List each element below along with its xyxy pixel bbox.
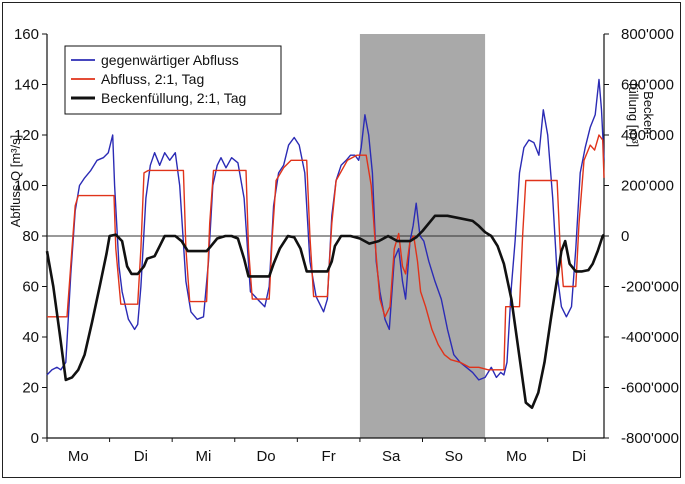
x-axis-tick-label: Sa bbox=[382, 448, 401, 465]
left-axis-tick-label: 140 bbox=[14, 77, 39, 94]
right-axis-tick-label: 600'000 bbox=[621, 77, 674, 94]
x-axis-tick-label: Do bbox=[256, 448, 275, 465]
x-axis-tick-label: So bbox=[445, 448, 463, 465]
right-axis-tick-label: -800'000 bbox=[621, 430, 679, 447]
series-line-1 bbox=[46, 78, 605, 381]
legend-box bbox=[64, 45, 282, 115]
legend: gegenwärtiger Abfluss Abfluss, 2:1, Tag Be… bbox=[64, 45, 282, 115]
series-layer bbox=[45, 78, 605, 410]
right-axis-tick-label: 200'000 bbox=[621, 178, 674, 195]
right-axis-tick-label: 400'000 bbox=[621, 127, 674, 144]
x-axis-tick-label: Mi bbox=[196, 448, 212, 465]
series-line-2 bbox=[47, 134, 605, 371]
series-line-3 bbox=[45, 214, 605, 410]
chart-frame: 0 20 40 60 80 100 120 140 160 -800'000 -600'000 -40… bbox=[2, 2, 681, 478]
left-axis-tick-label: 0 bbox=[31, 430, 39, 447]
legend-label-1: gegenwärtiger Abfluss bbox=[101, 52, 239, 68]
discharge-chart: 0 20 40 60 80 100 120 140 160 -800'000 -600'000 -40… bbox=[8, 26, 679, 465]
x-axis-tick-label: Di bbox=[572, 448, 586, 465]
left-axis-tick-label: 100 bbox=[14, 178, 39, 195]
left-axis-tick-label: 80 bbox=[22, 228, 39, 245]
right-axis-tick-label: -400'000 bbox=[621, 329, 679, 346]
right-axis-tick-label: -200'000 bbox=[621, 279, 679, 296]
right-axis-tick-label: 0 bbox=[621, 228, 629, 245]
legend-label-3: Beckenfüllung, 2:1, Tag bbox=[101, 90, 246, 106]
x-axis-tick-label: Fr bbox=[322, 448, 336, 465]
x-axis-tick-label: Mo bbox=[506, 448, 527, 465]
right-axis-title-line1: Becken- bbox=[641, 91, 656, 139]
left-axis-tick-label: 60 bbox=[22, 279, 39, 296]
left-axis-tick-label: 120 bbox=[14, 127, 39, 144]
legend-label-2: Abfluss, 2:1, Tag bbox=[101, 71, 204, 87]
x-axis-tick-label: Mo bbox=[68, 448, 89, 465]
left-axis-tick-label: 20 bbox=[22, 380, 39, 397]
axes-layer: 0 20 40 60 80 100 120 140 160 -800'000 -600'000 -40… bbox=[8, 26, 679, 465]
left-axis-tick-label: 160 bbox=[14, 26, 39, 43]
right-axis-title-line2: füllung [m³] bbox=[626, 83, 641, 147]
left-axis-title: Abfluss Q [m³/s] bbox=[8, 135, 23, 227]
left-axis-tick-label: 40 bbox=[22, 329, 39, 346]
x-axis-tick-label: Di bbox=[134, 448, 148, 465]
right-axis-tick-label: -600'000 bbox=[621, 380, 679, 397]
right-axis-tick-label: 800'000 bbox=[621, 26, 674, 43]
